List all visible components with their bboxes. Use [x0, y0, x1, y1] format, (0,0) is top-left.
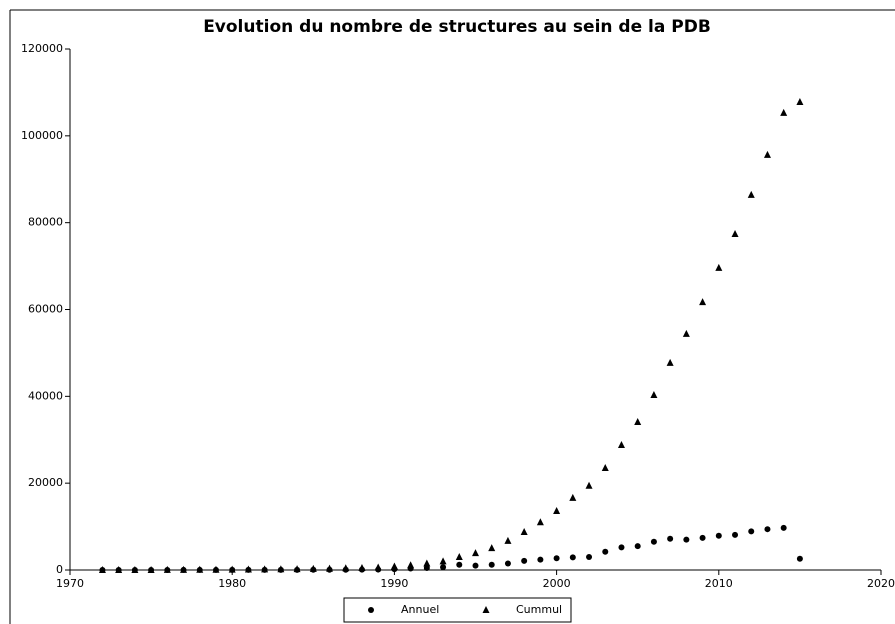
- point: [764, 526, 771, 533]
- point: [780, 524, 787, 531]
- point: [586, 553, 593, 560]
- point: [683, 536, 690, 543]
- point: [309, 564, 317, 572]
- legend: [343, 597, 572, 623]
- point: [553, 555, 560, 562]
- point: [699, 298, 707, 306]
- point: [763, 150, 771, 158]
- point: [569, 493, 577, 501]
- point: [715, 263, 723, 271]
- point: [212, 565, 220, 573]
- y-tick-label: 120000: [21, 42, 63, 55]
- point: [618, 544, 625, 551]
- point: [667, 535, 674, 542]
- point: [617, 440, 625, 448]
- x-tick-label: 2010: [705, 577, 733, 590]
- legend-marker: [482, 606, 490, 613]
- y-tick-label: 60000: [28, 303, 63, 316]
- point: [731, 229, 739, 237]
- x-tick-label: 1980: [218, 577, 246, 590]
- chart-title: Evolution du nombre de structures au sei…: [203, 17, 711, 37]
- point: [342, 564, 350, 572]
- point: [634, 417, 642, 425]
- y-tick-label: 20000: [28, 476, 63, 489]
- y-tick-label: 80000: [28, 216, 63, 229]
- point: [196, 565, 204, 573]
- point: [601, 463, 609, 471]
- x-tick-label: 2020: [867, 577, 895, 590]
- point: [504, 536, 512, 544]
- point: [715, 532, 722, 539]
- point: [536, 518, 544, 526]
- point: [472, 549, 479, 557]
- point: [650, 391, 658, 399]
- point: [180, 565, 188, 573]
- point: [98, 565, 106, 573]
- x-tick-label: 1970: [56, 577, 84, 590]
- legend-label: Annuel: [401, 603, 439, 616]
- point: [488, 561, 495, 568]
- point: [747, 190, 755, 198]
- point: [147, 565, 155, 573]
- point: [796, 97, 804, 105]
- point: [537, 556, 544, 563]
- point: [374, 563, 382, 571]
- legend-label: Cummul: [516, 603, 562, 616]
- point: [553, 506, 561, 514]
- point: [440, 564, 447, 571]
- point: [699, 534, 706, 541]
- point: [261, 565, 269, 573]
- point: [585, 481, 593, 489]
- point: [407, 561, 415, 569]
- point: [423, 565, 430, 572]
- point: [666, 358, 674, 366]
- y-tick-label: 100000: [21, 129, 63, 142]
- point: [796, 555, 803, 562]
- point: [131, 565, 139, 573]
- point: [634, 543, 641, 550]
- point: [358, 563, 366, 571]
- point: [277, 565, 285, 573]
- point: [602, 548, 609, 555]
- point: [390, 562, 398, 570]
- point: [163, 565, 171, 573]
- point: [504, 560, 511, 567]
- point: [456, 561, 463, 568]
- point: [228, 565, 236, 573]
- point: [488, 544, 496, 552]
- legend-marker: [368, 607, 374, 613]
- y-tick-label: 0: [56, 563, 63, 576]
- point: [326, 564, 334, 572]
- point: [780, 108, 788, 116]
- point: [521, 557, 528, 564]
- point: [293, 565, 301, 573]
- point: [682, 329, 690, 337]
- point: [455, 552, 463, 560]
- point: [748, 528, 755, 535]
- x-tick-label: 2000: [543, 577, 571, 590]
- point: [650, 538, 657, 545]
- point: [569, 554, 576, 561]
- point: [115, 565, 123, 573]
- x-tick-label: 1990: [380, 577, 408, 590]
- point: [439, 557, 447, 565]
- point: [244, 565, 252, 573]
- y-tick-label: 40000: [28, 389, 63, 402]
- point: [732, 531, 739, 538]
- point: [520, 528, 528, 536]
- point: [472, 562, 479, 569]
- point: [423, 559, 431, 567]
